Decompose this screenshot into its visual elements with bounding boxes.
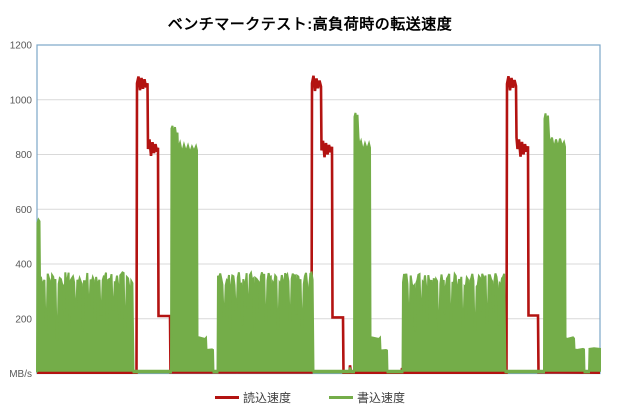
y-axis-unit-label: MB/s (9, 369, 32, 380)
y-tick-label: 600 (15, 205, 32, 216)
legend-item-write: 書込速度 (329, 389, 405, 406)
y-tick-label: 1200 (10, 41, 33, 52)
y-tick-label: 200 (15, 314, 32, 325)
y-tick-label: 800 (15, 150, 32, 161)
chart-title: ベンチマークテスト:高負荷時の転送速度 (167, 16, 453, 33)
write-series-swatch-icon (329, 396, 353, 399)
legend-label-read: 読込速度 (242, 391, 291, 405)
chart-legend: 読込速度 書込速度 (0, 389, 620, 406)
legend-item-read: 読込速度 (214, 389, 291, 406)
plot-border (36, 44, 601, 375)
y-tick-label: 400 (15, 260, 32, 271)
series-write (36, 112, 601, 374)
read-series-swatch-icon (214, 396, 239, 399)
legend-label-write: 書込速度 (357, 391, 406, 405)
y-tick-label: 1000 (10, 95, 33, 106)
